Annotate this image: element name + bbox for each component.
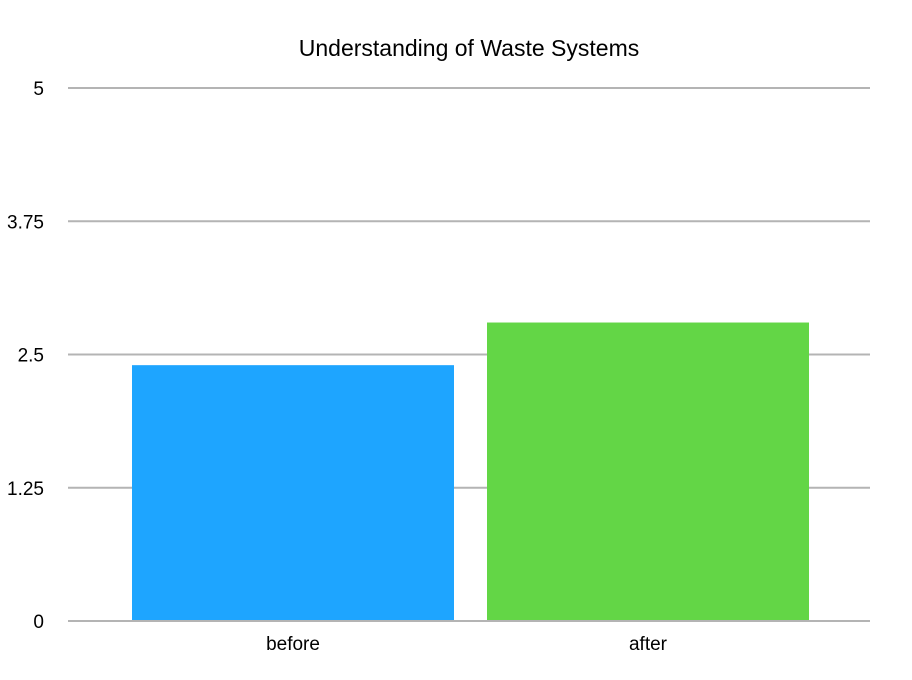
y-tick-label: 3.75 — [7, 212, 44, 233]
y-tick-label: 2.5 — [18, 346, 44, 367]
bar-before — [132, 365, 454, 621]
y-axis-ticks: 0 1.25 2.5 3.75 5 — [7, 79, 44, 633]
x-tick-label: after — [629, 634, 668, 655]
x-axis-ticks: before after — [266, 634, 668, 655]
chart-title: Understanding of Waste Systems — [299, 35, 639, 61]
y-tick-label: 0 — [33, 612, 44, 633]
bar-after — [487, 322, 809, 621]
y-tick-label: 1.25 — [7, 479, 44, 500]
bars — [68, 322, 870, 622]
y-tick-label: 5 — [33, 79, 44, 100]
x-tick-label: before — [266, 634, 320, 655]
